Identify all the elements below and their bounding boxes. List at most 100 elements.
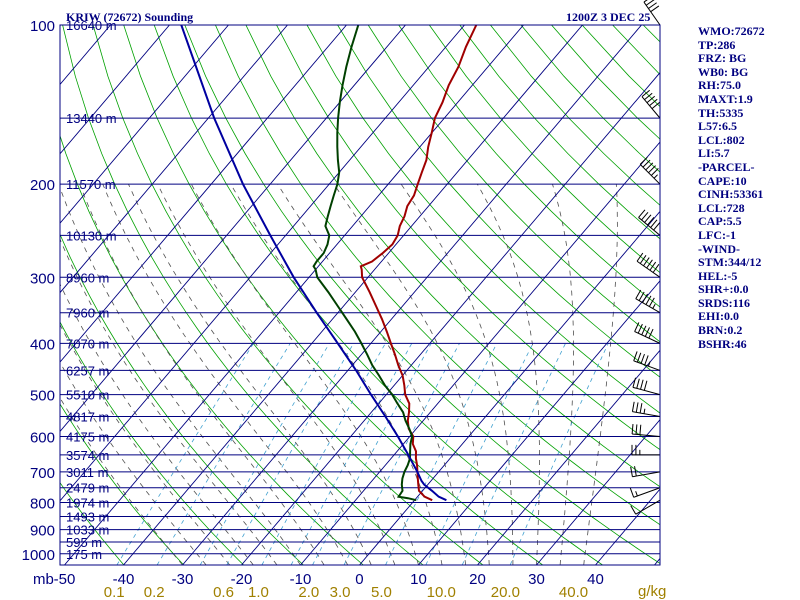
wind-barb-flag	[642, 159, 651, 168]
background-grid	[0, 25, 660, 565]
wind-barb-flag	[647, 217, 655, 226]
temperature-tick-label: -10	[290, 571, 312, 588]
mixing-ratio-tick-label: 40.0	[559, 584, 588, 600]
sounding-time: 1200Z 3 DEC 25	[566, 10, 650, 24]
index-line: FRZ: BG	[698, 51, 747, 66]
wind-barb-flag	[650, 5, 660, 13]
height-label: 3011 m	[66, 465, 108, 480]
index-line: RH:75.0	[698, 78, 741, 93]
wind-barb-staff	[641, 96, 661, 119]
wind-barb-staff	[632, 471, 661, 478]
height-label: 8960 m	[66, 270, 109, 285]
wind-barb-flag	[643, 257, 650, 267]
wind-barb-flag	[638, 291, 645, 301]
mixing-ratio-tick-label: 0.1	[104, 584, 125, 600]
wind-barb-flag	[644, 355, 649, 366]
dry-adiabat-line	[153, 25, 603, 565]
index-line: CINH:53361	[698, 187, 764, 202]
isotherm-line	[60, 25, 229, 224]
temperature-tick-label: 10	[410, 571, 427, 588]
wind-barb-flag	[643, 380, 648, 391]
dry-adiabat-line	[398, 25, 660, 308]
index-line: HEL:-5	[698, 268, 738, 283]
isotherm-line	[418, 280, 660, 565]
mixing-ratio-line	[116, 343, 254, 565]
height-label: 7070 m	[66, 336, 109, 351]
wind-barb-flag	[637, 323, 643, 334]
temperature-tick-label: 0	[355, 571, 363, 588]
height-label: 4817 m	[66, 410, 109, 425]
isotherm-line	[60, 25, 406, 433]
wind-barb-flag	[648, 165, 656, 174]
dry-adiabat-line	[215, 25, 660, 526]
wind-barb-flag	[642, 293, 648, 303]
moist-adiabat-line	[583, 184, 618, 565]
index-line: CAP:5.5	[698, 214, 742, 229]
mixing-ratio-tick-label: 2.0	[298, 584, 319, 600]
wind-barb-flag	[646, 95, 656, 104]
wind-barb-half-flag	[647, 361, 651, 367]
wind-barb-flag	[639, 424, 642, 435]
height-label: 10130 m	[66, 228, 117, 243]
index-line: EHI:0.0	[698, 309, 740, 324]
wind-barb-flag	[636, 252, 644, 262]
isotherm-line	[64, 25, 524, 565]
index-line: TH:5335	[698, 105, 744, 120]
wind-barb-flag	[638, 209, 646, 218]
mixing-ratio-tick-label: 5.0	[371, 584, 392, 600]
dry-adiabat-line	[62, 25, 424, 565]
moist-adiabat-line	[400, 183, 514, 565]
temperature-tick-label: -20	[231, 571, 253, 588]
wind-barb-flag	[640, 379, 644, 390]
wind-barb-flag	[644, 327, 650, 337]
mixing-ratio-line	[199, 343, 330, 565]
height-label: 1493 m	[66, 509, 109, 524]
height-label: 2479 m	[66, 481, 109, 496]
pressure-tick-label: 1000	[22, 547, 55, 564]
wind-barb-flag	[639, 255, 647, 264]
wind-barb-flag	[650, 168, 659, 176]
temperature-tick-label: 30	[528, 571, 545, 588]
wind-barb-staff	[632, 433, 661, 437]
wind-barb-flag	[653, 222, 661, 231]
mixing-ratio-tick-label: 3.0	[330, 584, 351, 600]
dry-adiabat-line	[367, 25, 660, 343]
mixing-ratio-tick-label: 20.0	[491, 584, 520, 600]
height-label: 3574 m	[66, 448, 109, 463]
temperature-trace	[359, 25, 478, 502]
pressure-tick-label: 800	[30, 496, 55, 513]
mixing-ratio-line	[461, 343, 566, 565]
mixing-ratio-line	[385, 343, 498, 565]
temperature-tick-label: 20	[469, 571, 486, 588]
dry-adiabat-line	[60, 233, 304, 565]
mixing-ratio-line	[425, 343, 534, 565]
wind-barb-flag	[629, 487, 635, 498]
isotherm-line	[477, 349, 660, 565]
height-label: 1974 m	[66, 496, 109, 511]
wind-barb-flag	[631, 401, 635, 412]
isotherm-line	[0, 25, 51, 565]
moist-adiabat-line	[552, 184, 574, 565]
isotherm-line	[123, 25, 583, 565]
mixing-ratio-line	[156, 343, 291, 565]
dry-adiabat-line	[276, 25, 660, 451]
mixing-ratio-line	[290, 343, 413, 565]
dry-adiabat-line	[60, 481, 125, 565]
wind-barb-flag	[644, 214, 652, 223]
height-label: 6257 m	[66, 363, 109, 378]
mixing-ratio-tick-label: 0.2	[144, 584, 165, 600]
wind-barb-staff	[635, 499, 661, 515]
wind-barb-staff	[632, 411, 661, 417]
height-label: 4175 m	[66, 429, 109, 444]
mixing-ratio-unit: g/kg	[638, 583, 666, 600]
mixing-ratio-tick-label: 0.6	[213, 584, 234, 600]
wind-barb-flag	[648, 2, 657, 9]
wind-barb-flag	[646, 259, 653, 269]
index-line: SHR+:0.0	[698, 282, 749, 297]
wind-barb-staff	[638, 217, 661, 236]
index-line: -WIND-	[698, 241, 740, 256]
station-title: KRIW (72672) Sounding	[66, 10, 193, 24]
index-line: LCL:802	[698, 132, 745, 147]
